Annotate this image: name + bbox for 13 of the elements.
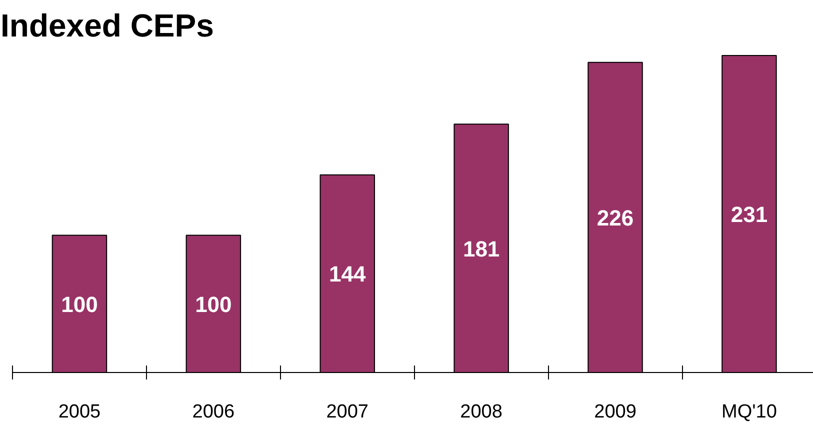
x-tick-label: 2008 [460, 402, 502, 422]
data-label: 231 [730, 202, 768, 227]
data-label: 181 [462, 236, 500, 262]
x-tick-label: 2006 [192, 402, 235, 422]
data-label: 100 [61, 292, 98, 317]
x-tick-label: 2005 [58, 402, 101, 422]
data-label: 226 [596, 205, 634, 230]
data-label: 144 [329, 262, 366, 287]
x-tick-label: 2009 [594, 402, 636, 422]
x-tick-label: 2007 [326, 402, 369, 422]
data-label: 100 [195, 292, 232, 317]
chart-title: Indexed CEPs [0, 8, 214, 44]
x-tick-label: MQ'10 [722, 402, 777, 422]
